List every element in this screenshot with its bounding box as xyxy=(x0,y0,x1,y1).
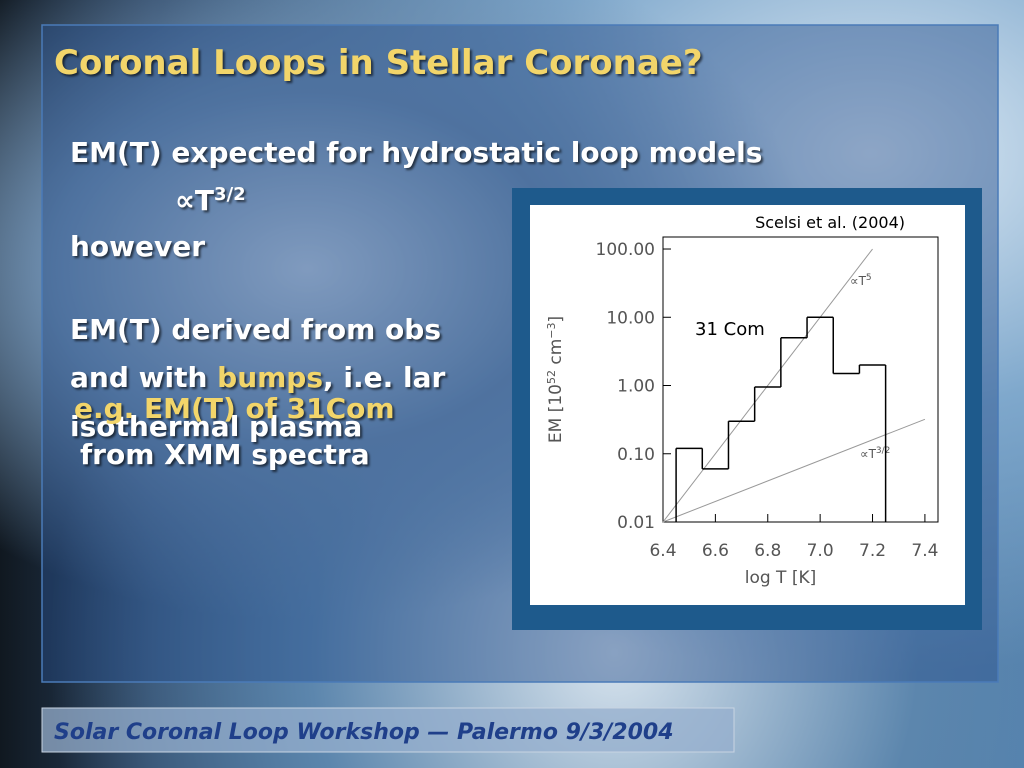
y-label-part: EM [10 xyxy=(546,384,566,443)
exponent: 3/2 xyxy=(214,184,246,205)
y-label-part: −3 xyxy=(545,323,558,339)
y-tick-label: 1.00 xyxy=(617,377,655,397)
chart: 100.00 10.00 1.00 0.10 0.01 6.4 6.6 6.8 7.0 7.2 7.… xyxy=(545,213,939,588)
y-label-part: cm xyxy=(546,339,566,370)
x-tick-label: 7.0 xyxy=(807,541,834,561)
annotation: 31 Com xyxy=(695,319,765,340)
footer-box xyxy=(41,707,735,753)
line-label: ∝T3/2 xyxy=(860,446,890,461)
text-run: and with xyxy=(70,361,217,394)
chart-background xyxy=(530,205,965,605)
line-label-sup: 3/2 xyxy=(876,446,890,456)
line-label: ∝T5 xyxy=(850,273,872,288)
y-label-part: 52 xyxy=(545,370,558,384)
bullet-text: isothermal plasma xyxy=(70,410,362,443)
highlight: bumps xyxy=(217,361,323,394)
annotation: Scelsi et al. (2004) xyxy=(755,213,905,232)
y-tick-label: 0.01 xyxy=(617,513,655,533)
bullet-text: e.g. EM(T) of 31Com xyxy=(74,392,395,425)
bullet-text: however xyxy=(70,230,205,263)
x-tick-label: 6.8 xyxy=(754,541,781,561)
plot-frame xyxy=(662,236,939,523)
y-tick-label: 0.10 xyxy=(617,445,655,465)
line-label-sup: 5 xyxy=(866,273,872,283)
bullet-text: and with bumps, i.e. lar xyxy=(70,361,446,394)
bullet-text: EM(T) derived from obs xyxy=(70,313,441,346)
x-tick-label: 6.4 xyxy=(649,541,676,561)
model-line xyxy=(662,418,926,523)
model-line xyxy=(662,248,873,523)
y-label-part: ] xyxy=(546,316,566,323)
text-run: , i.e. lar xyxy=(323,361,445,394)
x-tick-label: 7.2 xyxy=(859,541,886,561)
line-label-text: ∝T xyxy=(860,447,877,461)
body-text: EM(T) expected for hydrostatic loop mode… xyxy=(70,136,762,471)
slide-title: Coronal Loops in Stellar Coronae? xyxy=(54,43,703,83)
x-axis-label: log T [K] xyxy=(745,568,817,588)
y-tick-label: 10.00 xyxy=(606,308,655,328)
bullet-text: ∝T3/2 xyxy=(175,184,246,217)
bullet-text: from XMM spectra xyxy=(80,438,370,471)
line-label-text: ∝T xyxy=(850,274,867,288)
y-tick-label: 100.00 xyxy=(596,240,655,260)
footer: Solar Coronal Loop Workshop — Palermo 9/… xyxy=(54,720,674,745)
x-tick-label: 6.6 xyxy=(702,541,729,561)
bullet-text: EM(T) expected for hydrostatic loop mode… xyxy=(70,136,762,169)
proportional: ∝T xyxy=(175,184,214,217)
y-axis-label: EM [1052 cm−3] xyxy=(545,316,567,443)
x-tick-label: 7.4 xyxy=(911,541,938,561)
